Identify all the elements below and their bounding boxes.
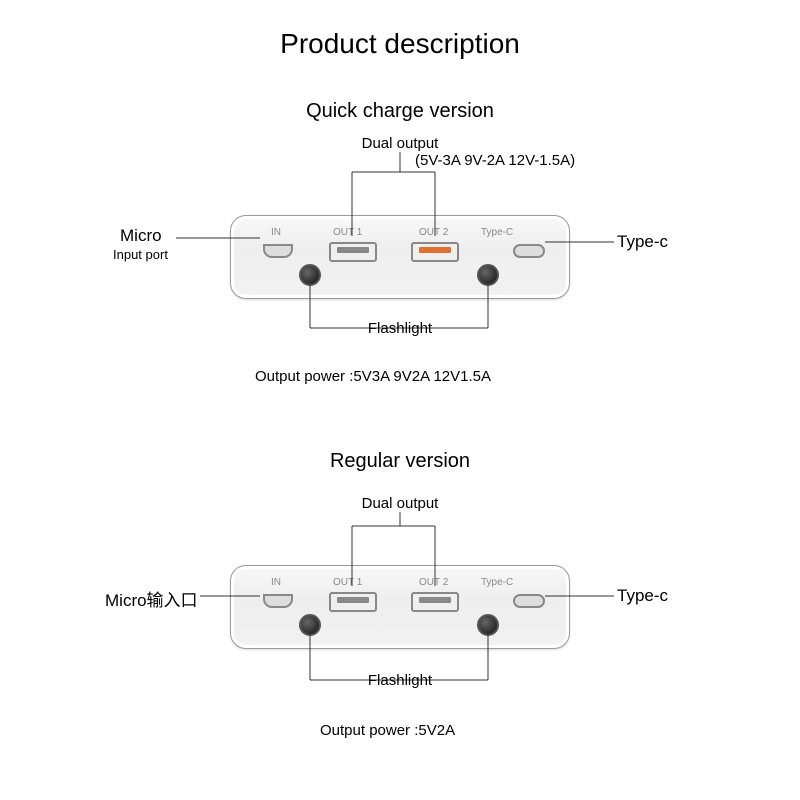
quick-typec-port-label: Type-C: [481, 227, 513, 238]
output-power-value: 5V2A: [418, 722, 455, 739]
flashlight-button-icon: [477, 614, 499, 636]
quick-device: IN OUT 1 OUT 2 Type-C: [230, 215, 570, 299]
usb-a-port-icon: [329, 592, 377, 612]
usb-a-port-icon: [329, 242, 377, 262]
quick-output-power: Output power :5V3A 9V2A 12V1.5A: [255, 368, 491, 385]
quick-out1-port-label: OUT 1: [333, 227, 362, 238]
regular-out1-port-label: OUT 1: [333, 577, 362, 588]
usb-a-port-icon: [411, 592, 459, 612]
flashlight-button-icon: [477, 264, 499, 286]
regular-in-port-label: IN: [271, 577, 281, 588]
micro-port-icon: [263, 244, 293, 258]
regular-device: IN OUT 1 OUT 2 Type-C: [230, 565, 570, 649]
quick-section-title: Quick charge version: [0, 100, 800, 123]
quick-dual-output-label: Dual output: [0, 135, 800, 152]
flashlight-button-icon: [299, 614, 321, 636]
type-c-port-icon: [513, 244, 545, 258]
regular-dual-output-label: Dual output: [0, 495, 800, 512]
regular-typec-label: Type-c: [617, 586, 668, 606]
quick-in-port-label: IN: [271, 227, 281, 238]
quick-flashlight-label: Flashlight: [0, 320, 800, 337]
quick-dual-output-specs: (5V-3A 9V-2A 12V-1.5A): [415, 152, 575, 169]
regular-out2-port-label: OUT 2: [419, 577, 448, 588]
output-power-prefix: Output power :: [255, 368, 353, 385]
regular-output-power: Output power :5V2A: [320, 722, 455, 739]
regular-flashlight-label: Flashlight: [0, 672, 800, 689]
type-c-port-icon: [513, 594, 545, 608]
regular-section-title: Regular version: [0, 450, 800, 473]
regular-typec-port-label: Type-C: [481, 577, 513, 588]
output-power-value: 5V3A 9V2A 12V1.5A: [353, 368, 491, 385]
quick-typec-label: Type-c: [617, 232, 668, 252]
flashlight-button-icon: [299, 264, 321, 286]
output-power-prefix: Output power :: [320, 722, 418, 739]
quick-micro-sublabel: Input port: [113, 247, 168, 262]
page-title: Product description: [0, 28, 800, 60]
regular-micro-label: Micro输入口: [105, 586, 198, 611]
usb-a-qc-port-icon: [411, 242, 459, 262]
quick-micro-label: Micro: [120, 226, 162, 246]
quick-out2-port-label: OUT 2: [419, 227, 448, 238]
micro-port-icon: [263, 594, 293, 608]
